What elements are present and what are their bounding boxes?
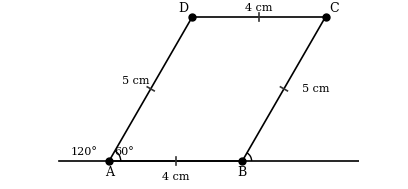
Text: 120°: 120° (71, 147, 98, 157)
Text: A: A (104, 166, 113, 179)
Text: 4 cm: 4 cm (245, 3, 273, 13)
Text: 60°: 60° (114, 147, 134, 157)
Text: 5 cm: 5 cm (122, 76, 149, 86)
Text: D: D (178, 2, 188, 15)
Text: 4 cm: 4 cm (162, 172, 189, 182)
Text: 5 cm: 5 cm (302, 84, 330, 94)
Text: C: C (330, 2, 339, 15)
Text: B: B (238, 166, 247, 179)
